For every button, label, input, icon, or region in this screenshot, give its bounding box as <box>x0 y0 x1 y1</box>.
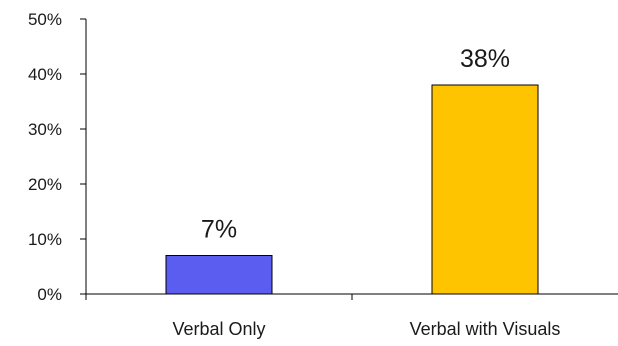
data-label: 38% <box>460 45 510 73</box>
x-tick-label: Verbal with Visuals <box>410 319 561 339</box>
y-axis-ticks: 0% 10% 20% 30% 40% 50% <box>28 10 86 304</box>
axes <box>85 19 618 300</box>
x-axis-labels: Verbal Only Verbal with Visuals <box>172 319 560 339</box>
bars <box>165 84 539 295</box>
y-tick-label: 40% <box>28 65 62 84</box>
x-tick-label: Verbal Only <box>172 319 265 339</box>
y-tick-label: 0% <box>37 285 62 304</box>
data-label: 7% <box>201 216 237 244</box>
y-tick-label: 30% <box>28 120 62 139</box>
bar-verbal-with-visuals <box>431 84 539 295</box>
data-labels: 7% 38% <box>201 45 510 244</box>
y-tick-label: 20% <box>28 175 62 194</box>
y-tick-label: 10% <box>28 230 62 249</box>
y-tick-label: 50% <box>28 10 62 29</box>
bar-verbal-only <box>165 255 273 295</box>
